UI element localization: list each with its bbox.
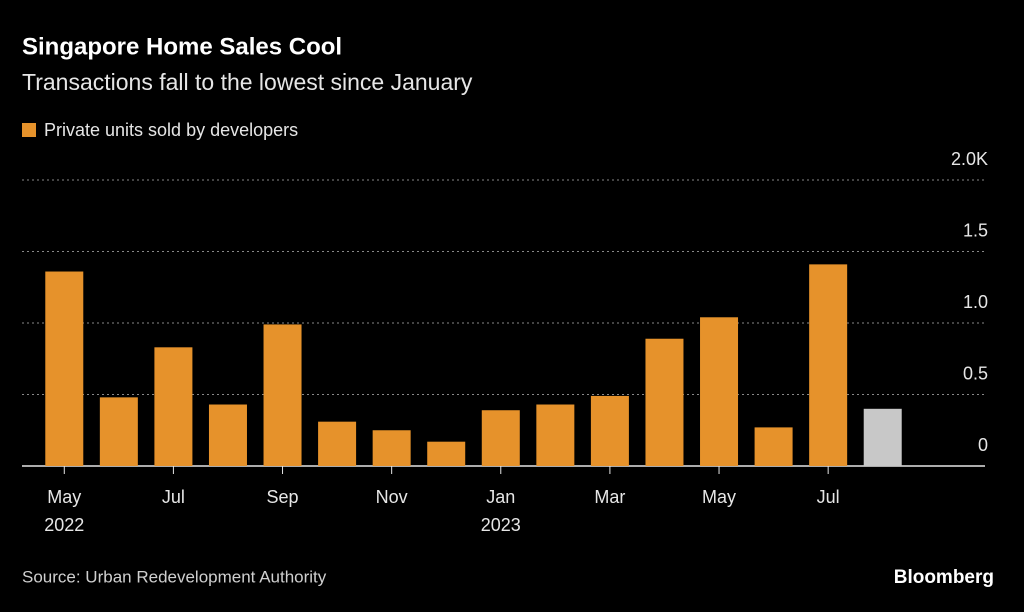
- x-year-label: 2023: [481, 515, 521, 535]
- x-tick-label: Sep: [267, 487, 299, 507]
- bar: [372, 430, 411, 466]
- bar: [45, 271, 84, 466]
- bar: [863, 408, 902, 466]
- bar: [154, 347, 193, 466]
- bar: [700, 317, 739, 466]
- y-tick-label: 2.0K: [951, 149, 988, 169]
- bar: [590, 395, 629, 466]
- x-tick-label: May: [702, 487, 736, 507]
- x-tick-label: Jul: [162, 487, 185, 507]
- x-tick-label: Mar: [594, 487, 625, 507]
- brand: Bloomberg: [894, 567, 994, 588]
- source: Source: Urban Redevelopment Authority: [22, 567, 327, 586]
- bar: [645, 338, 684, 466]
- x-tick-label: Jan: [486, 487, 515, 507]
- bar: [208, 404, 247, 466]
- bar: [536, 404, 575, 466]
- y-tick-label: 0: [978, 435, 988, 455]
- legend-label: Private units sold by developers: [44, 120, 298, 140]
- y-tick-label: 1.0: [963, 292, 988, 312]
- x-tick-label: Nov: [376, 487, 408, 507]
- bar: [318, 421, 357, 466]
- x-tick-label: May: [47, 487, 81, 507]
- x-year-label: 2022: [44, 515, 84, 535]
- bar: [263, 324, 302, 466]
- bar: [427, 441, 466, 466]
- bar: [99, 397, 138, 466]
- y-tick-label: 1.5: [963, 220, 988, 240]
- bar: [809, 264, 848, 466]
- y-tick-label: 0.5: [963, 363, 988, 383]
- bar: [481, 410, 520, 466]
- chart-subtitle: Transactions fall to the lowest since Ja…: [22, 69, 473, 95]
- bar: [754, 427, 793, 466]
- legend-swatch: [22, 123, 36, 137]
- x-tick-label: Jul: [817, 487, 840, 507]
- chart-title: Singapore Home Sales Cool: [22, 33, 342, 60]
